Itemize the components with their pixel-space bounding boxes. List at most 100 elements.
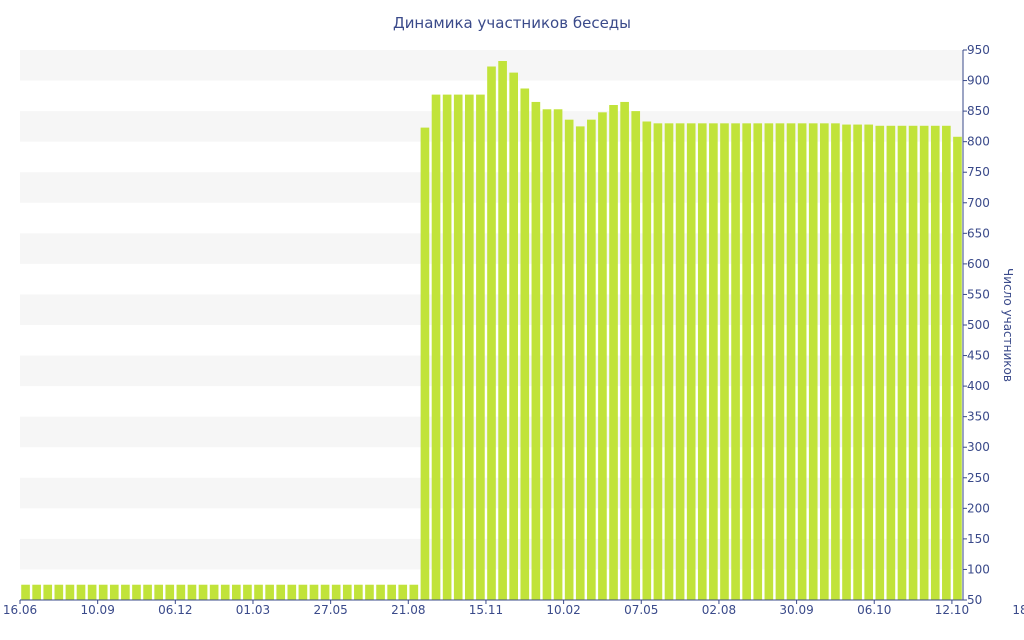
bar	[98, 584, 108, 600]
bar	[287, 584, 297, 600]
bar	[542, 109, 552, 600]
bar	[731, 123, 740, 600]
bar	[942, 125, 951, 600]
y-axis-label: Число участников	[1001, 268, 1015, 382]
y-axis: 50 100 150 200 250 300 350 400 450 500 550 600 650 70…	[962, 43, 990, 607]
x-tick-label: 06.12	[158, 603, 192, 617]
bar	[575, 126, 585, 600]
bar	[331, 584, 341, 600]
bar	[598, 112, 607, 600]
bar	[276, 584, 286, 600]
bar	[442, 94, 452, 601]
bar	[509, 72, 519, 601]
y-tick-label: 400	[967, 379, 990, 393]
bar	[842, 124, 851, 600]
bar	[21, 584, 30, 600]
bar	[786, 123, 796, 600]
bar	[76, 584, 86, 600]
x-tick-label: 27.05	[313, 603, 347, 617]
bar	[431, 94, 441, 601]
chart-title: Динамика участников беседы	[393, 14, 631, 32]
bar	[387, 584, 396, 600]
bar	[520, 88, 530, 600]
bar	[65, 584, 75, 600]
y-tick-label: 450	[967, 349, 990, 363]
bar	[243, 584, 252, 600]
bar	[298, 584, 308, 600]
bar	[376, 584, 385, 600]
y-tick-label: 750	[967, 165, 990, 179]
y-tick-label: 100	[967, 562, 990, 576]
bar	[232, 584, 241, 600]
x-axis: 16.06 10.09 06.12 01.03 27.05 21.08 15.11 10.02…	[3, 599, 1024, 617]
bar	[653, 123, 663, 600]
y-tick-label: 250	[967, 471, 990, 485]
bar	[220, 584, 230, 600]
bar	[32, 584, 41, 600]
bar	[853, 124, 862, 600]
bar-series	[21, 61, 962, 601]
x-tick-label: 06.10	[857, 603, 891, 617]
y-tick-label: 650	[967, 226, 990, 240]
bar	[664, 123, 674, 600]
bar	[808, 123, 818, 600]
bar	[121, 584, 130, 600]
y-tick-label: 800	[967, 135, 990, 149]
bar	[154, 584, 163, 600]
bar	[764, 123, 774, 600]
x-tick-label: 15.11	[469, 603, 503, 617]
bar	[930, 125, 940, 600]
bar	[464, 94, 474, 601]
bar	[564, 119, 574, 601]
x-tick-label: 07.05	[624, 603, 658, 617]
bar	[354, 584, 363, 600]
bar	[320, 584, 330, 600]
x-tick-label: 02.08	[702, 603, 736, 617]
bar	[165, 584, 175, 600]
y-tick-label: 500	[967, 318, 990, 332]
bar	[420, 127, 430, 601]
bar	[43, 584, 53, 600]
bar	[87, 584, 97, 600]
bar	[686, 123, 696, 600]
bar	[742, 123, 751, 600]
bar	[886, 125, 896, 600]
bar	[198, 584, 208, 600]
y-tick-label: 950	[967, 43, 990, 57]
x-tick-label: 10.02	[546, 603, 580, 617]
x-tick-label: 16.06	[3, 603, 37, 617]
bar	[720, 123, 729, 600]
y-tick-label: 850	[967, 104, 990, 118]
bar	[132, 584, 141, 600]
y-tick-label: 550	[967, 287, 990, 301]
bar	[709, 123, 718, 600]
y-tick-label: 600	[967, 257, 990, 271]
bar	[209, 584, 219, 600]
bar	[365, 584, 374, 600]
bar	[254, 584, 263, 600]
x-tick-label: 18.10	[1012, 603, 1024, 617]
bar	[753, 123, 763, 600]
bar	[897, 125, 907, 600]
bar	[875, 125, 885, 600]
bar	[797, 123, 807, 600]
bar	[109, 584, 119, 600]
bar	[265, 584, 274, 600]
bar	[553, 109, 563, 600]
bar	[54, 584, 64, 600]
bar	[697, 123, 707, 600]
y-tick-label: 200	[967, 501, 990, 515]
y-tick-label: 300	[967, 440, 990, 454]
bar	[620, 101, 629, 600]
y-tick-label: 50	[967, 593, 982, 607]
x-tick-label: 21.08	[391, 603, 425, 617]
x-tick-label: 01.03	[236, 603, 270, 617]
bar	[908, 125, 918, 600]
x-tick-label: 12.10	[935, 603, 969, 617]
bar	[309, 584, 319, 600]
y-tick-label: 150	[967, 532, 990, 546]
y-tick-label: 700	[967, 196, 990, 210]
bar	[453, 94, 463, 601]
bar	[342, 584, 352, 600]
